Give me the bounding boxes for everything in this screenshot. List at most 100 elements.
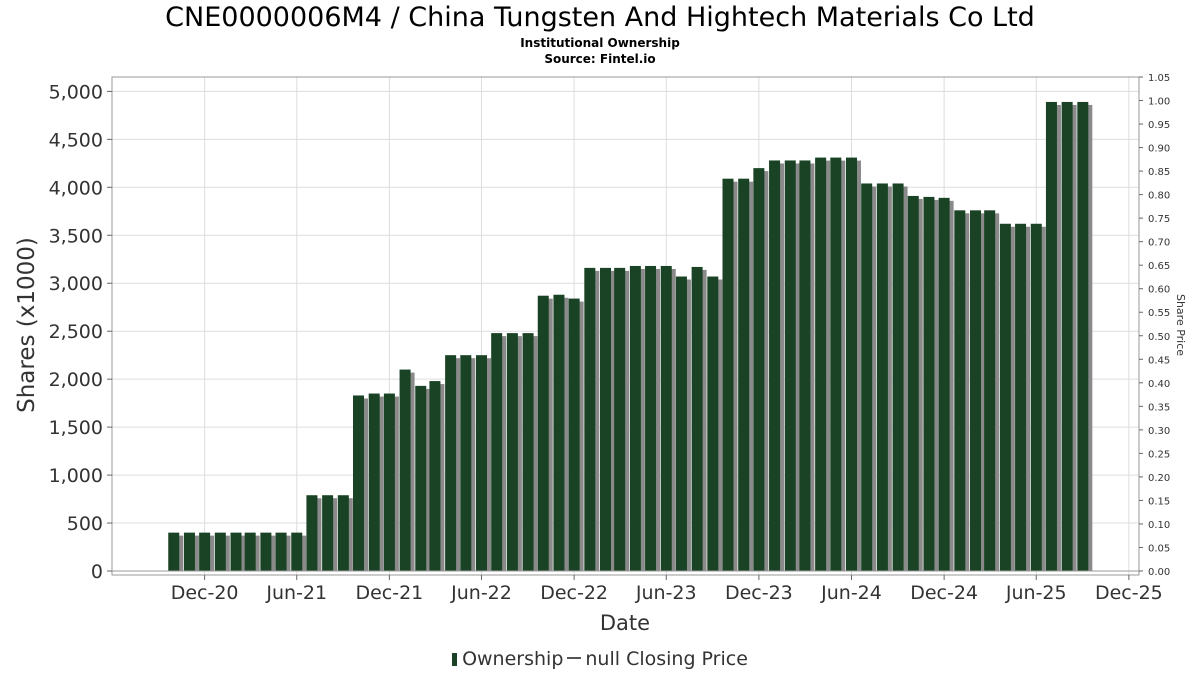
ownership-bar — [584, 267, 596, 571]
x-tick-label: Jun-22 — [450, 582, 512, 604]
ownership-bar — [830, 157, 842, 571]
legend-ownership-label: Ownership — [462, 648, 564, 670]
ownership-bar — [322, 495, 334, 571]
y2-tick-label: 1.00 — [1148, 97, 1170, 108]
ownership-bar — [368, 393, 380, 571]
y2-tick-label: 0.55 — [1148, 308, 1170, 319]
y2-tick-label: 0.25 — [1148, 449, 1170, 460]
legend-price-label: null Closing Price — [585, 648, 748, 670]
ownership-bar — [460, 355, 472, 571]
chart-source: Source: Fintel.io — [544, 52, 656, 66]
plot-frame — [111, 76, 1140, 576]
x-axis-label: Date — [600, 611, 650, 635]
y2-tick-label: 0.95 — [1148, 120, 1170, 131]
ownership-bar — [707, 276, 719, 571]
ownership-bar — [506, 333, 518, 571]
ownership-bar — [383, 393, 395, 571]
y-tick-label: 3,500 — [49, 225, 103, 247]
ownership-bar — [1045, 101, 1057, 571]
ownership-bar — [553, 294, 565, 571]
ownership-bar — [353, 395, 365, 571]
ownership-bar — [815, 157, 827, 571]
y-tick-label: 500 — [67, 513, 103, 535]
y-tick-label: 2,000 — [49, 369, 103, 391]
y-axis-label: Shares (x1000) — [14, 237, 40, 413]
y2-tick-label: 0.70 — [1148, 238, 1170, 249]
ownership-bar — [260, 532, 272, 571]
ownership-bar — [861, 183, 873, 571]
ownership-bar — [168, 532, 180, 571]
ownership-bar — [445, 355, 457, 571]
ownership-bar — [214, 532, 226, 571]
ownership-bar — [522, 333, 534, 571]
y2-tick-label: 0.45 — [1148, 355, 1170, 366]
ownership-bar — [244, 532, 256, 571]
ownership-bar — [691, 266, 703, 571]
ownership-bar — [183, 532, 195, 571]
axes: 0 500 1,000 1,500 2,000 2,500 3,000 3,500 4,000 4… — [49, 73, 1171, 604]
ownership-bar — [645, 265, 657, 571]
y-tick-label: 4,000 — [49, 177, 103, 199]
ownership-bar — [275, 532, 287, 571]
y2-tick-label: 0.90 — [1148, 144, 1170, 155]
y2-tick-label: 0.30 — [1148, 426, 1170, 437]
ownership-bar — [475, 355, 487, 571]
chart-title: CNE0000006M4 / China Tungsten And Highte… — [165, 2, 1035, 33]
x-tick-label: Dec-25 — [1095, 582, 1163, 604]
ownership-bar — [799, 160, 811, 571]
ownership-bar — [291, 532, 303, 571]
ownership-bar — [491, 333, 503, 571]
x-tick-label: Jun-24 — [820, 582, 882, 604]
ownership-bar — [907, 195, 919, 571]
ownership-bar — [876, 183, 888, 571]
y-tick-label: 1,500 — [49, 417, 103, 439]
ownership-bar — [614, 267, 626, 571]
y-tick-label: 1,000 — [49, 465, 103, 487]
legend: Ownership null Closing Price — [0, 647, 1200, 671]
y2-tick-label: 0.05 — [1148, 543, 1170, 554]
y-tick-label: 4,500 — [49, 129, 103, 151]
ownership-bar — [537, 295, 549, 571]
y2-tick-label: 0.85 — [1148, 167, 1170, 178]
ownership-bar — [784, 160, 796, 571]
y2-tick-label: 0.40 — [1148, 379, 1170, 390]
ownership-bar — [199, 532, 211, 571]
ownership-bar — [230, 532, 242, 571]
y2-tick-label: 0.00 — [1148, 567, 1170, 578]
y-tick-label: 0 — [91, 561, 103, 583]
ownership-bar — [938, 197, 950, 572]
ownership-bar — [629, 265, 641, 571]
ownership-bar — [722, 178, 734, 571]
ownership-bar — [970, 210, 982, 571]
ownership-bar — [306, 495, 318, 571]
y2-tick-label: 0.15 — [1148, 496, 1170, 507]
ownership-bar — [954, 210, 966, 571]
x-tick-label: Jun-23 — [635, 582, 697, 604]
ownership-bar — [568, 298, 580, 571]
ownership-bar — [923, 196, 935, 572]
ownership-bar — [738, 178, 750, 571]
ownership-bar — [415, 385, 427, 571]
ownership-bar — [1015, 223, 1027, 571]
ownership-bar — [753, 168, 765, 571]
y2-tick-label: 0.10 — [1148, 520, 1170, 531]
x-tick-label: Dec-21 — [355, 582, 423, 604]
ownership-bar — [769, 160, 781, 571]
x-tick-label: Dec-20 — [171, 582, 239, 604]
y2-tick-label: 0.50 — [1148, 332, 1170, 343]
ownership-bar — [399, 369, 411, 571]
ownership-bar — [999, 223, 1011, 571]
x-tick-label: Dec-22 — [540, 582, 608, 604]
ownership-bar — [675, 276, 687, 571]
closing-price-legend-line — [567, 657, 582, 659]
ownership-bar — [429, 381, 441, 571]
y2-tick-label: 1.05 — [1148, 73, 1170, 84]
chart-subtitle: Institutional Ownership — [520, 36, 680, 50]
x-tick-label: Dec-23 — [725, 582, 793, 604]
ownership-bar — [1077, 101, 1089, 571]
y-tick-label: 5,000 — [49, 81, 103, 103]
y2-axis-label: Share Price — [1174, 294, 1187, 356]
x-tick-label: Dec-24 — [910, 582, 978, 604]
y2-tick-label: 0.75 — [1148, 214, 1170, 225]
